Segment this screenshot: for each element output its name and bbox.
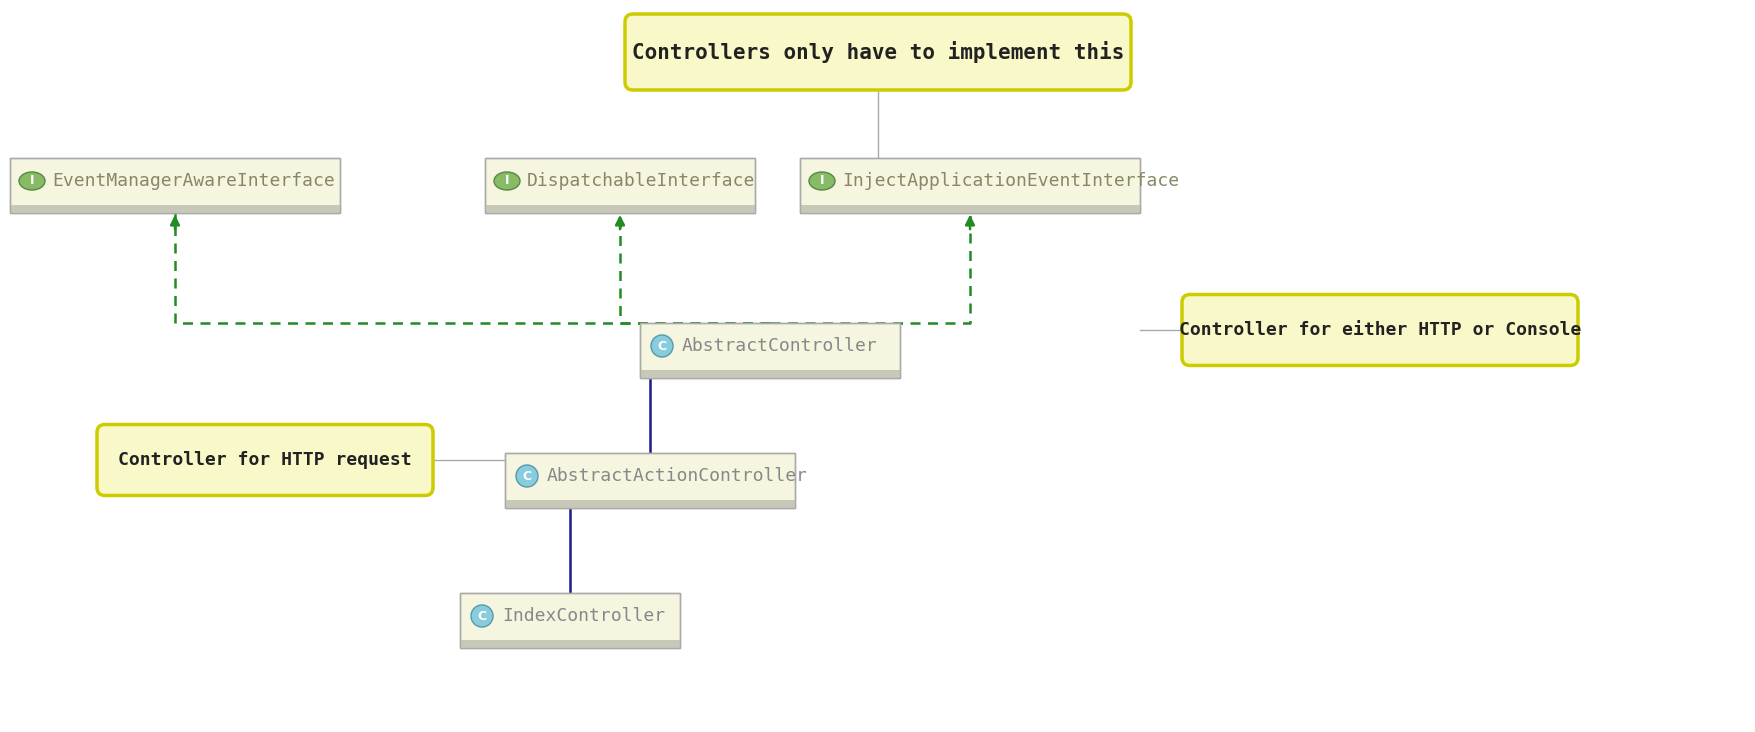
Text: C: C <box>656 340 667 353</box>
FancyBboxPatch shape <box>1181 294 1578 365</box>
Text: AbstractController: AbstractController <box>681 337 878 355</box>
FancyBboxPatch shape <box>460 592 679 648</box>
Text: InjectApplicationEventInterface: InjectApplicationEventInterface <box>841 172 1178 190</box>
FancyBboxPatch shape <box>639 370 900 378</box>
Ellipse shape <box>809 172 835 190</box>
Text: I: I <box>820 174 823 187</box>
Ellipse shape <box>493 172 519 190</box>
FancyBboxPatch shape <box>800 157 1139 212</box>
Text: Controllers only have to implement this: Controllers only have to implement this <box>632 41 1123 63</box>
FancyBboxPatch shape <box>505 499 795 507</box>
FancyBboxPatch shape <box>800 204 1139 212</box>
FancyBboxPatch shape <box>11 204 340 212</box>
FancyBboxPatch shape <box>484 157 755 212</box>
Text: Controller for either HTTP or Console: Controller for either HTTP or Console <box>1178 321 1580 339</box>
FancyBboxPatch shape <box>639 323 900 378</box>
Text: I: I <box>30 174 35 187</box>
FancyBboxPatch shape <box>460 640 679 648</box>
Ellipse shape <box>19 172 46 190</box>
Text: C: C <box>523 469 532 482</box>
Text: EventManagerAwareInterface: EventManagerAwareInterface <box>53 172 335 190</box>
Text: C: C <box>477 610 486 622</box>
FancyBboxPatch shape <box>11 157 340 212</box>
Circle shape <box>516 465 537 487</box>
FancyBboxPatch shape <box>505 452 795 507</box>
FancyBboxPatch shape <box>97 425 433 496</box>
Text: Controller for HTTP request: Controller for HTTP request <box>118 451 412 469</box>
Text: DispatchableInterface: DispatchableInterface <box>526 172 755 190</box>
Circle shape <box>651 335 672 357</box>
Text: IndexController: IndexController <box>502 607 665 625</box>
Circle shape <box>470 605 493 627</box>
FancyBboxPatch shape <box>625 14 1130 90</box>
Text: AbstractActionController: AbstractActionController <box>548 467 807 485</box>
FancyBboxPatch shape <box>484 204 755 212</box>
Text: I: I <box>504 174 509 187</box>
